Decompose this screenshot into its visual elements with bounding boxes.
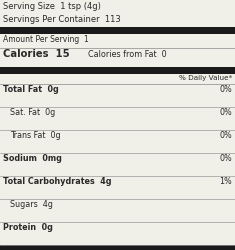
- Text: 0%: 0%: [219, 108, 232, 117]
- Text: % Daily Value*: % Daily Value*: [179, 75, 232, 81]
- Text: Servings Per Container  113: Servings Per Container 113: [3, 15, 121, 24]
- Text: Total Carbohydrates  4g: Total Carbohydrates 4g: [3, 177, 111, 186]
- Text: Sat. Fat  0g: Sat. Fat 0g: [10, 108, 55, 117]
- Text: Amount Per Serving  1: Amount Per Serving 1: [3, 35, 89, 44]
- Text: Calories  15: Calories 15: [3, 49, 70, 59]
- Bar: [0, 67, 235, 74]
- Text: 0%: 0%: [219, 131, 232, 140]
- Bar: [0, 245, 235, 250]
- Text: Serving Size  1 tsp (4g): Serving Size 1 tsp (4g): [3, 2, 101, 11]
- Text: 0%: 0%: [219, 85, 232, 94]
- Text: Sodium  0mg: Sodium 0mg: [3, 154, 62, 163]
- Text: Trans Fat  0g: Trans Fat 0g: [10, 131, 61, 140]
- Text: Calories from Fat  0: Calories from Fat 0: [88, 50, 167, 59]
- Text: Protein  0g: Protein 0g: [3, 223, 53, 232]
- Text: Total Fat  0g: Total Fat 0g: [3, 85, 59, 94]
- Text: Sugars  4g: Sugars 4g: [10, 200, 53, 209]
- Text: 0%: 0%: [219, 154, 232, 163]
- Text: 1%: 1%: [219, 177, 232, 186]
- Bar: [0, 27, 235, 34]
